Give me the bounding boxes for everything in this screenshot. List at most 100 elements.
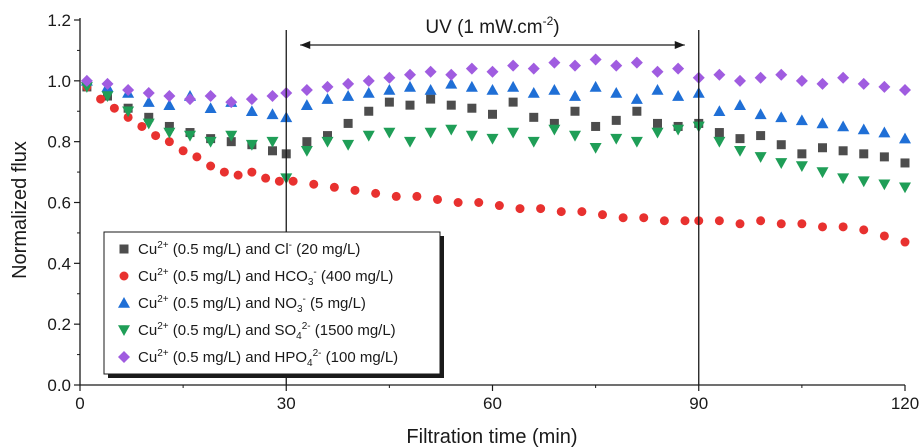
data-point bbox=[611, 115, 621, 125]
data-point bbox=[508, 97, 518, 107]
data-point bbox=[446, 100, 456, 110]
data-point bbox=[610, 59, 623, 72]
data-point bbox=[795, 74, 808, 87]
data-point bbox=[122, 83, 135, 96]
y-tick-label: 0.2 bbox=[47, 315, 71, 334]
data-point bbox=[404, 136, 416, 148]
data-point bbox=[178, 146, 188, 156]
data-point bbox=[164, 121, 174, 131]
data-point bbox=[713, 68, 726, 81]
data-point bbox=[488, 109, 497, 119]
data-point bbox=[226, 137, 236, 147]
data-point bbox=[714, 216, 724, 226]
data-point bbox=[879, 231, 889, 241]
data-point bbox=[465, 80, 478, 92]
data-point bbox=[323, 131, 332, 141]
data-point bbox=[589, 80, 602, 92]
data-point bbox=[899, 83, 911, 96]
data-point bbox=[776, 140, 786, 150]
data-point bbox=[651, 83, 664, 95]
data-point bbox=[838, 146, 848, 156]
data-point bbox=[142, 87, 155, 99]
legend-box bbox=[103, 231, 441, 375]
data-point bbox=[838, 222, 848, 232]
data-point bbox=[321, 80, 334, 93]
data-point bbox=[570, 106, 580, 116]
data-point bbox=[192, 152, 202, 162]
data-point bbox=[453, 198, 463, 207]
data-point bbox=[878, 126, 891, 138]
data-point bbox=[776, 219, 786, 229]
data-point bbox=[527, 136, 540, 148]
y-axis-title: Normalized flux bbox=[9, 141, 31, 279]
data-point bbox=[163, 99, 176, 110]
data-point bbox=[527, 87, 540, 98]
data-point bbox=[713, 136, 726, 148]
data-point bbox=[364, 106, 374, 116]
legend: Cu2+ (0.5 mg/L) and Cl- (20 mg/L) Cu2+ (0… bbox=[103, 231, 444, 378]
data-point bbox=[204, 136, 217, 148]
data-point bbox=[383, 71, 396, 84]
data-point bbox=[184, 93, 196, 106]
data-point bbox=[486, 65, 499, 78]
data-point bbox=[300, 99, 313, 110]
data-point bbox=[756, 216, 766, 226]
data-point bbox=[405, 100, 415, 110]
data-point bbox=[274, 176, 284, 186]
data-point bbox=[383, 83, 396, 95]
data-point bbox=[653, 118, 662, 128]
data-point bbox=[775, 111, 788, 123]
data-point bbox=[610, 87, 623, 98]
data-point bbox=[268, 146, 277, 156]
series-5 bbox=[80, 53, 911, 109]
data-point bbox=[754, 71, 767, 84]
data-point bbox=[569, 59, 581, 72]
data-point bbox=[859, 149, 869, 159]
data-point bbox=[424, 127, 437, 139]
data-point bbox=[137, 121, 147, 131]
x-tick-label: 90 bbox=[689, 394, 708, 413]
legend-entry: Cu2+ (0.5 mg/L) and Cl- (20 mg/L) bbox=[119, 240, 360, 258]
data-point bbox=[321, 93, 334, 104]
data-point bbox=[735, 219, 745, 229]
data-point bbox=[321, 136, 334, 148]
legend-label: Cu2+ (0.5 mg/L) and SO42- (1500 mg/L) bbox=[138, 321, 396, 342]
data-point bbox=[589, 53, 602, 66]
x-tick-label: 120 bbox=[891, 394, 919, 413]
legend-marker bbox=[119, 244, 129, 254]
data-point bbox=[96, 94, 106, 104]
data-point bbox=[515, 204, 525, 214]
data-point bbox=[486, 133, 499, 145]
data-point bbox=[343, 118, 353, 128]
data-point bbox=[536, 204, 546, 214]
data-point bbox=[632, 106, 642, 116]
legend-marker bbox=[118, 297, 130, 308]
data-point bbox=[383, 127, 396, 139]
legend-entry: Cu2+ (0.5 mg/L) and HCO3- (400 mg/L) bbox=[119, 267, 393, 288]
series-2 bbox=[82, 82, 910, 247]
data-point bbox=[163, 127, 176, 139]
data-point bbox=[598, 210, 607, 220]
data-point bbox=[465, 130, 478, 142]
data-point bbox=[837, 71, 850, 84]
data-point bbox=[837, 120, 850, 132]
legend-entry: Cu2+ (0.5 mg/L) and HPO42- (100 mg/L) bbox=[118, 348, 398, 369]
data-point bbox=[465, 62, 478, 75]
data-point bbox=[527, 62, 540, 75]
data-point bbox=[589, 142, 602, 154]
data-point bbox=[426, 94, 436, 104]
legend-entry: Cu2+ (0.5 mg/L) and SO42- (1500 mg/L) bbox=[118, 321, 396, 342]
data-point bbox=[245, 93, 258, 106]
legend-marker bbox=[118, 325, 130, 336]
data-point bbox=[857, 77, 870, 90]
data-point bbox=[163, 90, 176, 103]
data-point bbox=[756, 131, 766, 141]
data-point bbox=[486, 83, 499, 95]
uv-label: UV (1 mW.cm-2) bbox=[425, 14, 559, 38]
data-point bbox=[672, 90, 685, 101]
uv-arrow-right-head bbox=[674, 41, 685, 49]
data-point bbox=[672, 124, 685, 136]
data-point bbox=[362, 130, 375, 142]
data-point bbox=[362, 87, 375, 98]
